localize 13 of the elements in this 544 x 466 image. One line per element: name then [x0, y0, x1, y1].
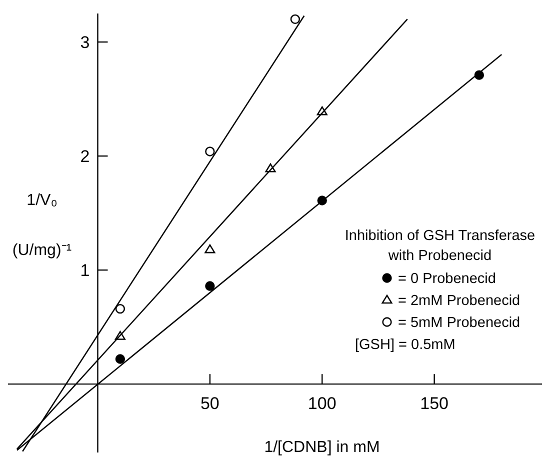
x-tick-label: 150: [420, 394, 448, 414]
legend-title: Inhibition of GSH Transferase with Probenecid: [344, 228, 536, 264]
y-tick-label: 2: [80, 147, 90, 166]
legend-label: = 5mM Probenecid: [398, 315, 520, 331]
annotation: [GSH] = 0.5mM: [355, 337, 456, 353]
legend-label: = 0 Probenecid: [398, 271, 496, 287]
y-tick-label: 1: [80, 261, 90, 280]
legend-label: = 2mM Probenecid: [398, 293, 520, 309]
x-tick-label: 100: [308, 394, 336, 414]
x-tick-label: 50: [200, 394, 220, 414]
text: 1/V₀ (U/mg)⁻¹: [12, 192, 72, 259]
y-tick-label: 3: [80, 33, 90, 52]
x-axis-title: 1/[CDNB] in mM: [264, 439, 380, 456]
